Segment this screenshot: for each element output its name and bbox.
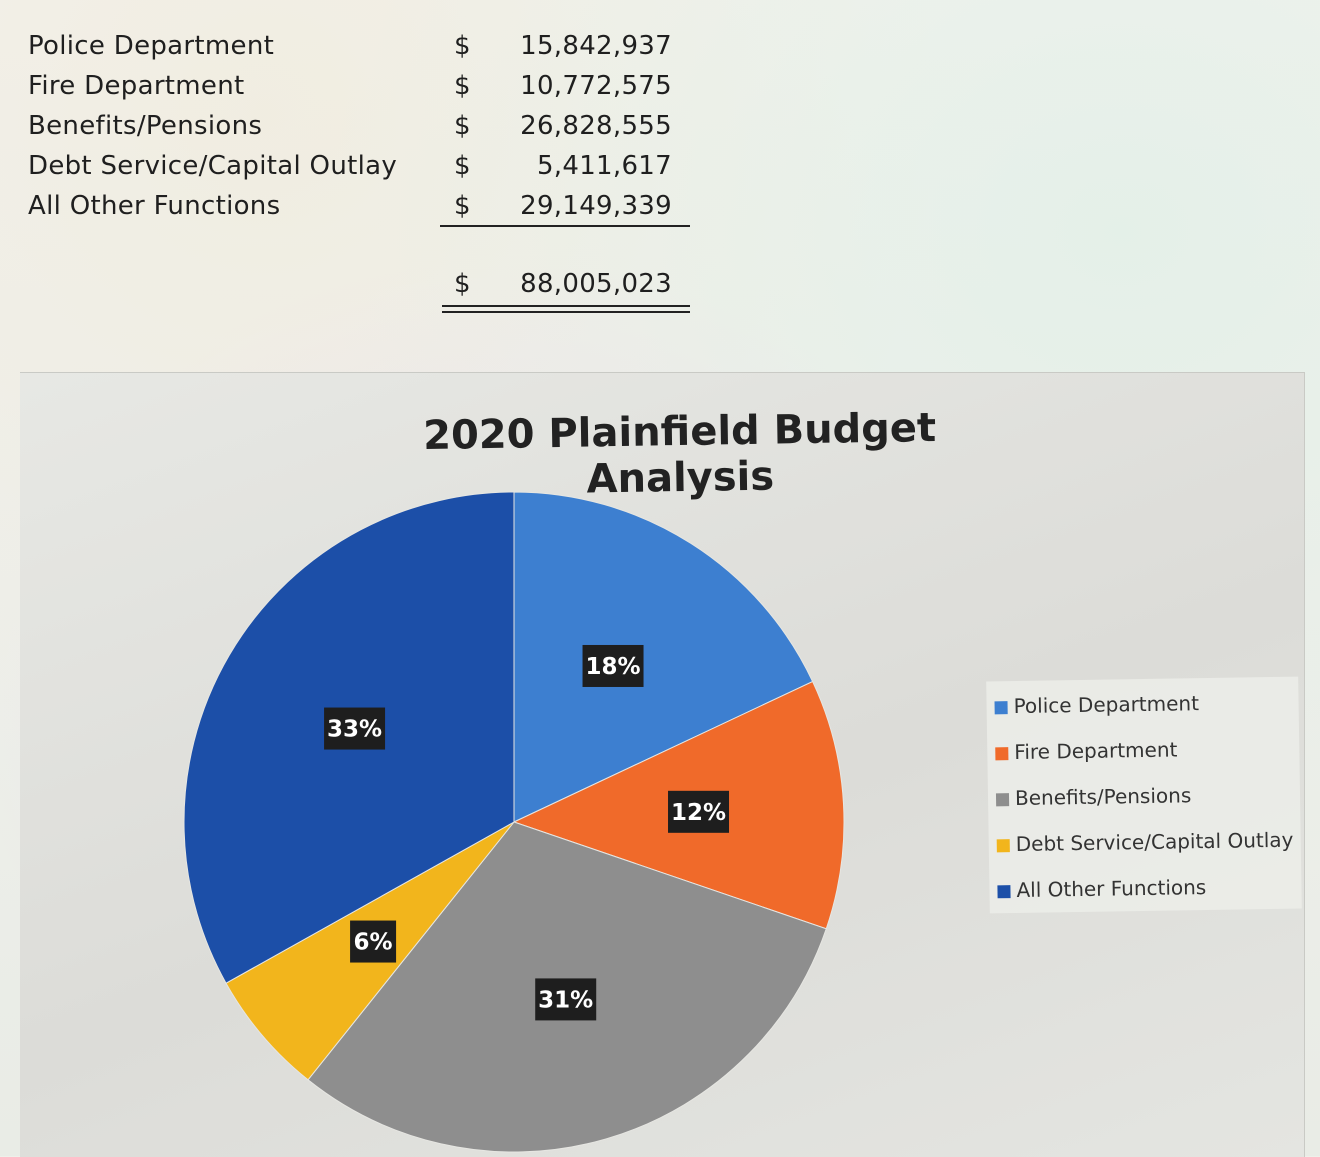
chart-area: 18% 12% 31% 6% 33% 2020 Plainfield Budget An…: [20, 372, 1305, 1157]
currency-symbol: $: [454, 269, 471, 299]
table-row: Benefits/Pensions $ 26,828,555: [28, 106, 708, 146]
data-label-police-department: 18%: [582, 644, 644, 687]
legend-item-debt-service-capital-outlay: Debt Service/Capital Outlay: [996, 825, 1294, 860]
legend-label: All Other Functions: [1016, 875, 1207, 903]
legend-swatch: [995, 793, 1010, 807]
data-label-fire-department: 12%: [668, 790, 730, 833]
legend-label: Benefits/Pensions: [1014, 783, 1192, 811]
legend-item-police-department: Police Department: [994, 688, 1199, 721]
total-row: $ 88,005,023: [28, 264, 708, 304]
legend-swatch: [995, 747, 1009, 761]
row-label: Police Department: [28, 31, 275, 61]
currency-symbol: $: [454, 71, 471, 101]
data-label-text: 12%: [671, 800, 726, 826]
data-label-all-other-functions: 33%: [324, 707, 386, 750]
data-label-text: 6%: [354, 930, 393, 956]
legend-item-benefits-pensions: Benefits/Pensions: [995, 780, 1192, 813]
table-row: Police Department $ 15,842,937: [28, 26, 708, 66]
currency-symbol: $: [454, 31, 471, 61]
legend-label: Debt Service/Capital Outlay: [1015, 827, 1294, 857]
data-label-background: [350, 920, 397, 963]
row-amount: 26,828,555: [520, 111, 672, 141]
row-amount: 29,149,339: [520, 191, 672, 221]
legend-label: Police Department: [1013, 691, 1200, 719]
data-label-text: 18%: [586, 654, 641, 680]
budget-table: Police Department $ 15,842,937 Fire Depa…: [28, 26, 708, 326]
data-label-debt-service-capital-outlay: 6%: [350, 920, 397, 963]
total-amount: 88,005,023: [520, 269, 672, 299]
pie-slice-police-department: [513, 491, 814, 823]
data-label-text: 33%: [327, 717, 382, 743]
row-label: Benefits/Pensions: [28, 111, 263, 141]
data-label-text: 31%: [538, 987, 593, 1013]
data-label-background: [535, 978, 597, 1021]
table-row: All Other Functions $ 29,149,339: [28, 186, 708, 226]
data-label-background: [668, 790, 730, 833]
legend-swatch: [997, 885, 1011, 899]
data-label-background: [324, 707, 386, 750]
data-label-background: [582, 644, 644, 687]
row-amount: 5,411,617: [536, 151, 672, 181]
total-double-rule: [442, 305, 690, 313]
table-row: Fire Department $ 10,772,575: [28, 66, 708, 106]
row-label: All Other Functions: [28, 191, 281, 221]
row-amount: 10,772,575: [520, 71, 672, 101]
chart-legend: Police Department Fire Department Benefits…: [986, 676, 1302, 914]
currency-symbol: $: [454, 111, 471, 141]
chart-title: 2020 Plainfield Budget Analysis: [422, 404, 937, 503]
currency-symbol: $: [454, 151, 471, 181]
row-amount: 15,842,937: [520, 31, 672, 61]
legend-item-all-other-functions: All Other Functions: [997, 872, 1206, 905]
pie-chart: 18% 12% 31% 6% 33%: [183, 491, 845, 1153]
row-label: Fire Department: [28, 71, 245, 101]
legend-swatch: [996, 839, 1010, 853]
legend-label: Fire Department: [1014, 737, 1178, 765]
currency-symbol: $: [454, 191, 471, 221]
table-row: Debt Service/Capital Outlay $ 5,411,617: [28, 146, 708, 186]
subtotal-rule: [440, 225, 690, 227]
legend-swatch: [994, 701, 1008, 715]
row-label: Debt Service/Capital Outlay: [28, 151, 398, 181]
data-label-benefits-pensions: 31%: [535, 978, 597, 1021]
legend-item-fire-department: Fire Department: [995, 734, 1178, 767]
